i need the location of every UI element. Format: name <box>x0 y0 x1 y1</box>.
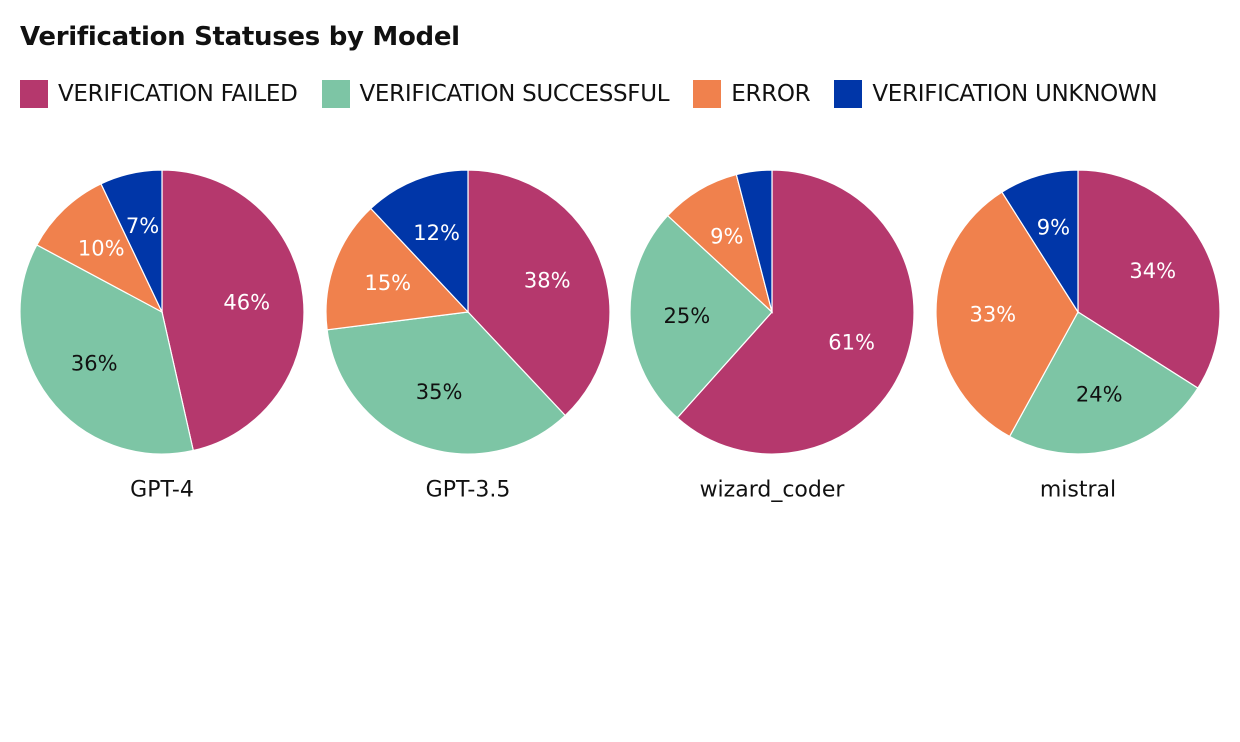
pie-wizard-coder: 61% 25% 9% wizard_coder <box>629 169 915 503</box>
pie-slice-wizard-coder-verification-unknown <box>735 169 773 313</box>
pie-slice-gpt-3-5-verification-failed <box>467 169 611 417</box>
pie-gpt-4: 46% 36% 10%7% GPT-4 <box>19 169 305 503</box>
pie-slice-wizard-coder-verification-successful <box>629 214 773 419</box>
pie-title-wizard-coder: wizard_coder <box>700 478 846 503</box>
pie-label-gpt-4-verification-failed: 46% <box>223 291 270 315</box>
legend-label-verification-successful: VERIFICATION SUCCESSFUL <box>359 81 670 107</box>
pie-label-gpt-3-5-verification-failed: 38% <box>524 269 571 293</box>
legend-item-verification-unknown: VERIFICATION UNKNOWN <box>834 80 1158 108</box>
legend-swatch-verification-successful <box>321 80 350 108</box>
pie-label-wizard-coder-verification-successful: 25% <box>664 304 711 328</box>
pie-title-gpt-3-5: GPT-3.5 <box>426 478 511 503</box>
pie-slice-wizard-coder-verification-failed <box>676 169 915 455</box>
pie-label-gpt-3-5-verification-successful: 35% <box>416 380 463 404</box>
pie-gpt-3-5: 38% 35% 15% 12% GPT-3.5 <box>325 169 611 503</box>
chart-title: Verification Statuses by Model <box>20 22 460 52</box>
pie-slice-gpt-4-verification-unknown <box>100 169 163 313</box>
pie-label-gpt-3-5-verification-unknown: 12% <box>413 221 460 245</box>
legend-label-verification-unknown: VERIFICATION UNKNOWN <box>872 81 1158 107</box>
pie-title-gpt-4: GPT-4 <box>130 478 194 503</box>
legend-label-error: ERROR <box>731 81 811 107</box>
pie-label-mistral-verification-successful: 24% <box>1076 383 1123 407</box>
pie-slice-gpt-4-error <box>36 182 164 314</box>
legend-swatch-verification-unknown <box>834 80 863 108</box>
pie-slice-mistral-verification-failed <box>1077 169 1221 389</box>
pie-slice-mistral-verification-successful <box>1008 311 1199 455</box>
legend-item-error: ERROR <box>693 80 811 108</box>
pie-label-wizard-coder-verification-failed: 61% <box>828 330 875 354</box>
pie-title-mistral: mistral <box>1040 478 1116 503</box>
pie-slice-gpt-4-verification-successful <box>19 244 194 455</box>
pie-slice-gpt-3-5-error <box>325 207 470 331</box>
pie-label-mistral-verification-failed: 34% <box>1129 259 1176 283</box>
pie-slice-mistral-verification-unknown <box>1001 169 1079 315</box>
legend-label-verification-failed: VERIFICATION FAILED <box>58 81 298 107</box>
legend-swatch-error <box>693 80 722 108</box>
pie-slice-gpt-3-5-verification-unknown <box>369 169 469 314</box>
pie-slice-mistral-error <box>935 191 1079 438</box>
pie-label-gpt-4-verification-unknown: 7% <box>126 214 159 238</box>
legend-item-verification-successful: VERIFICATION SUCCESSFUL <box>321 80 670 108</box>
pie-mistral: 34% 24% 33% 9% mistral <box>935 169 1221 503</box>
pie-label-gpt-4-error: 10% <box>78 236 125 260</box>
pie-label-gpt-4-verification-successful: 36% <box>71 352 118 376</box>
legend-item-verification-failed: VERIFICATION FAILED <box>20 80 298 108</box>
legend-swatch-verification-failed <box>20 80 48 108</box>
legend: VERIFICATION FAILED VERIFICATION SUCCESS… <box>20 80 1181 108</box>
pie-slice-gpt-3-5-verification-successful <box>326 311 567 455</box>
pie-label-mistral-verification-unknown: 9% <box>1037 216 1070 240</box>
pie-label-mistral-error: 33% <box>969 303 1016 327</box>
pie-label-gpt-3-5-error: 15% <box>364 271 411 295</box>
pie-slice-gpt-4-verification-failed <box>161 169 305 452</box>
pie-slice-wizard-coder-error <box>666 173 774 314</box>
pie-label-wizard-coder-error: 9% <box>710 225 743 249</box>
